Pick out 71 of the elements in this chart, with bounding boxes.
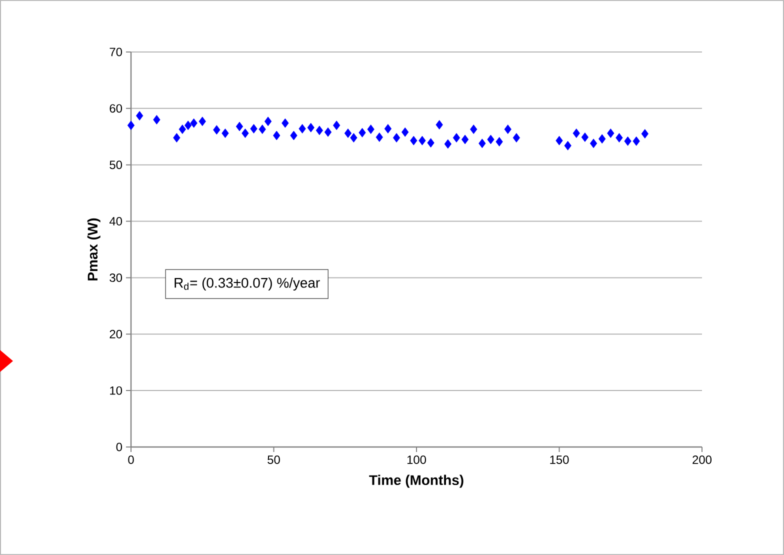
- point: [376, 132, 383, 142]
- point: [316, 126, 324, 136]
- y-tick-label: 10: [110, 386, 122, 395]
- point: [436, 120, 443, 130]
- point: [350, 133, 358, 142]
- x-tick-label: 200: [692, 456, 712, 464]
- point: [581, 132, 589, 142]
- point: [444, 139, 452, 149]
- point: [190, 118, 198, 128]
- point: [598, 134, 606, 144]
- point: [641, 129, 648, 139]
- point: [198, 116, 206, 126]
- point: [222, 128, 229, 138]
- y-tick-label: 40: [109, 217, 122, 226]
- point: [470, 124, 478, 134]
- point: [572, 128, 580, 138]
- point: [358, 128, 366, 138]
- x-tick-label: 50: [268, 456, 280, 464]
- y-tick-label: 60: [110, 104, 122, 113]
- x-tick-label: 100: [407, 456, 426, 464]
- point: [410, 136, 418, 146]
- x-tick-label: 150: [550, 456, 569, 464]
- point: [452, 133, 460, 142]
- point: [127, 120, 135, 130]
- y-axis-title: Pmax (W): [87, 218, 100, 280]
- point: [178, 124, 186, 134]
- point: [250, 124, 258, 134]
- point: [236, 122, 244, 132]
- y-tick-label: 50: [110, 160, 122, 170]
- y-tick-label: 70: [110, 48, 122, 56]
- point: [607, 128, 614, 138]
- annotation: R$_{d}$= (0.33±0.07) %/year: [174, 278, 320, 291]
- point: [173, 133, 180, 142]
- point: [273, 130, 280, 140]
- point: [564, 140, 572, 150]
- point: [590, 138, 598, 148]
- point: [461, 134, 469, 144]
- point: [367, 124, 374, 134]
- point: [392, 133, 400, 142]
- point: [556, 136, 563, 146]
- point: [324, 127, 332, 137]
- point: [184, 120, 192, 130]
- point: [496, 137, 503, 146]
- point: [258, 124, 266, 134]
- point: [136, 111, 144, 120]
- y-tick-label: 0: [116, 442, 122, 452]
- point: [512, 133, 520, 142]
- point: [427, 138, 434, 148]
- point: [290, 130, 298, 140]
- point: [504, 124, 512, 134]
- point: [402, 127, 409, 137]
- x-axis-title: Time (Months): [369, 474, 464, 488]
- point: [282, 118, 289, 128]
- point: [616, 133, 623, 142]
- point: [213, 125, 220, 135]
- x-tick-label: 0: [128, 456, 134, 464]
- point: [242, 128, 249, 138]
- point: [632, 136, 640, 146]
- point: [153, 115, 160, 124]
- point: [624, 136, 632, 146]
- point: [487, 134, 494, 144]
- point: [478, 138, 486, 148]
- point: [384, 124, 392, 134]
- point: [332, 120, 340, 130]
- point: [264, 116, 272, 126]
- y-tick-label: 30: [110, 273, 122, 282]
- point: [307, 122, 314, 132]
- point: [344, 128, 352, 138]
- y-tick-label: 20: [110, 330, 122, 338]
- point: [418, 136, 426, 146]
- point: [298, 124, 306, 134]
